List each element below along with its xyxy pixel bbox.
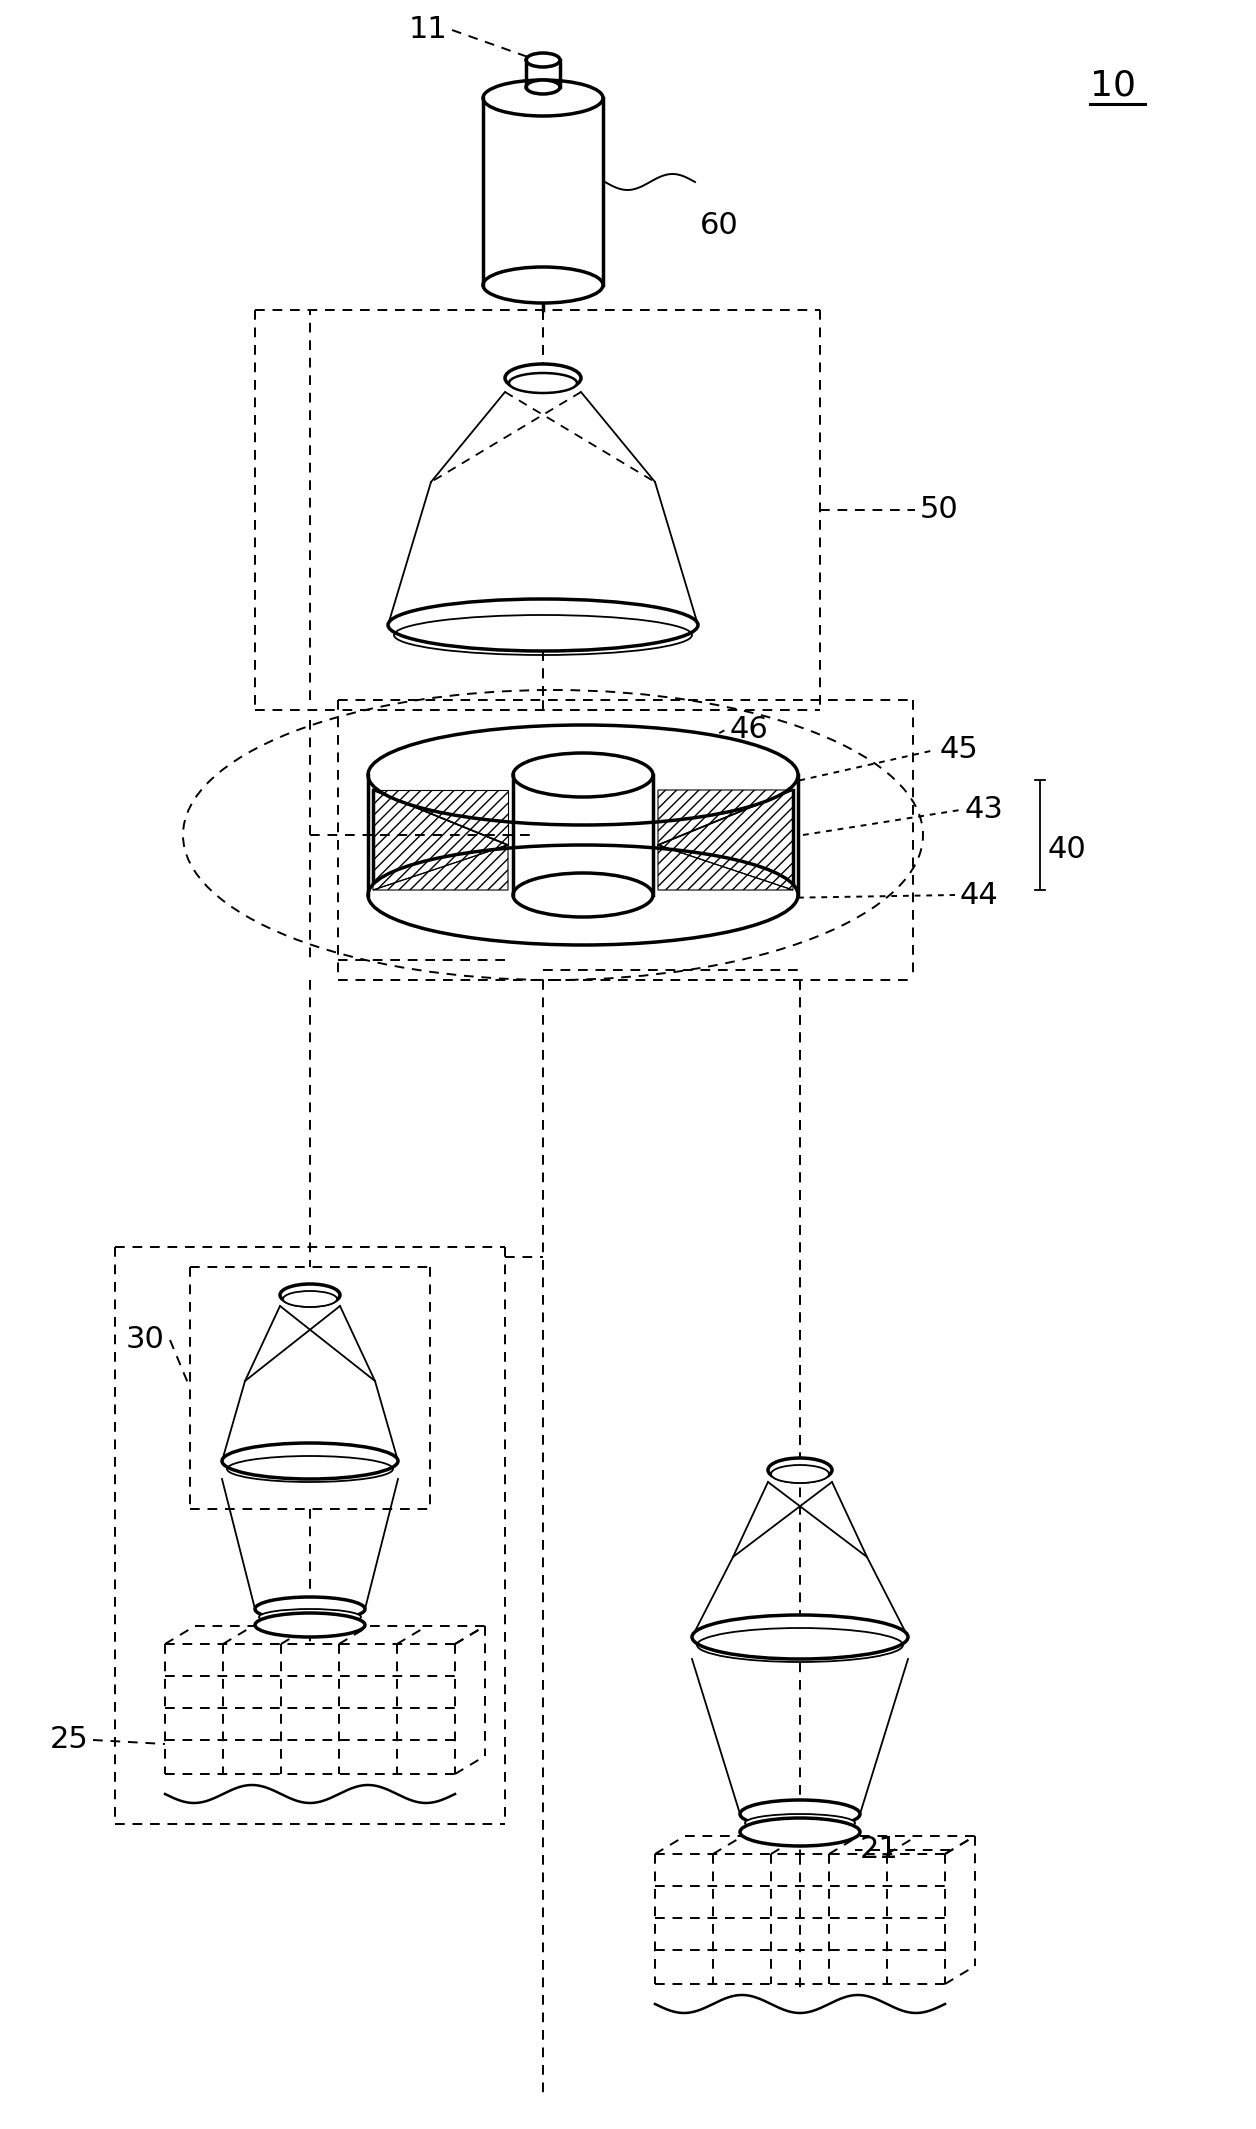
Ellipse shape [368, 726, 798, 826]
Ellipse shape [526, 53, 560, 66]
Ellipse shape [526, 81, 560, 94]
Ellipse shape [767, 1458, 831, 1482]
Text: 40: 40 [1048, 835, 1086, 864]
Text: 50: 50 [919, 496, 958, 524]
Ellipse shape [388, 598, 698, 651]
Ellipse shape [368, 845, 798, 945]
Ellipse shape [222, 1443, 398, 1480]
Text: 25: 25 [49, 1724, 88, 1754]
Ellipse shape [255, 1597, 365, 1620]
Ellipse shape [255, 1614, 365, 1637]
Text: 43: 43 [965, 796, 1004, 824]
Ellipse shape [512, 873, 653, 918]
Text: 21: 21 [860, 1835, 899, 1865]
Text: 60: 60 [700, 211, 739, 238]
Ellipse shape [745, 1814, 855, 1831]
Ellipse shape [509, 373, 577, 394]
Ellipse shape [484, 266, 603, 302]
Ellipse shape [771, 1465, 829, 1484]
Text: 45: 45 [939, 735, 978, 764]
Ellipse shape [280, 1284, 340, 1305]
Ellipse shape [512, 754, 653, 796]
Ellipse shape [740, 1799, 860, 1829]
Ellipse shape [283, 1290, 337, 1307]
Ellipse shape [740, 1818, 860, 1846]
Text: 44: 44 [960, 881, 999, 909]
Text: 30: 30 [126, 1326, 165, 1354]
Ellipse shape [259, 1610, 360, 1624]
Text: 46: 46 [730, 715, 769, 745]
Text: 11: 11 [408, 15, 447, 45]
Ellipse shape [505, 364, 582, 392]
Ellipse shape [692, 1616, 908, 1658]
Ellipse shape [484, 81, 603, 115]
Text: 10: 10 [1090, 68, 1135, 102]
